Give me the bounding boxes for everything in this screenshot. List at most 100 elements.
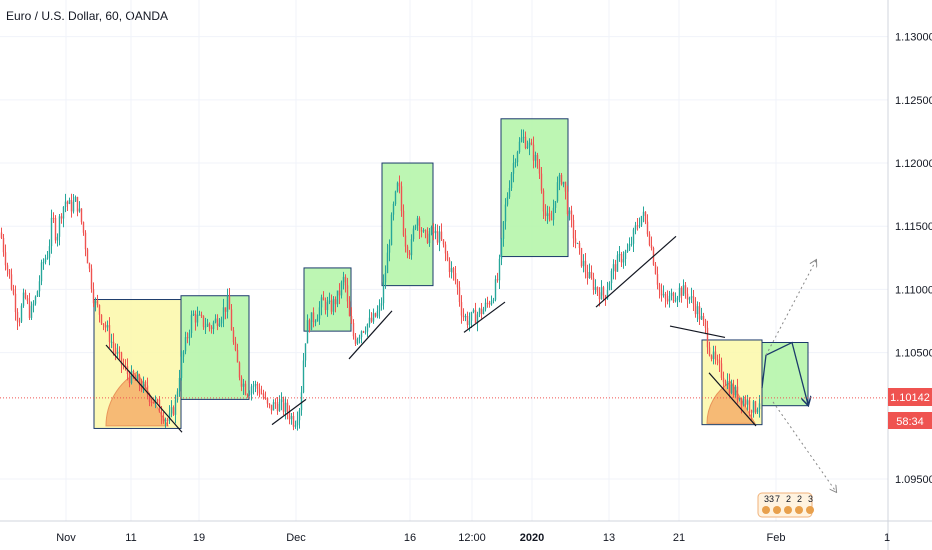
- candle-body: [566, 191, 569, 215]
- event-icon[interactable]: [795, 506, 803, 514]
- candle-body: [44, 258, 47, 263]
- event-icon[interactable]: [806, 506, 814, 514]
- candle-body: [130, 371, 133, 384]
- candle-body: [638, 225, 641, 227]
- candle-body: [692, 296, 695, 304]
- candle-body: [198, 314, 201, 316]
- candle-body: [438, 231, 441, 243]
- x-tick-label: Feb: [767, 532, 786, 544]
- candle-body: [520, 137, 523, 142]
- candle-body: [604, 295, 607, 299]
- candle-body: [202, 315, 205, 327]
- candle-body: [418, 218, 421, 231]
- candle-body: [118, 351, 121, 353]
- candle-body: [562, 181, 565, 185]
- candle-body: [266, 398, 269, 404]
- candle-body: [396, 182, 399, 192]
- candle-body: [214, 318, 217, 323]
- event-icon[interactable]: [773, 506, 781, 514]
- candle-body: [368, 317, 371, 325]
- candle-body: [254, 383, 257, 386]
- candle-body: [48, 246, 51, 258]
- candle-body: [756, 409, 759, 413]
- candle-body: [188, 333, 191, 339]
- candle-body: [0, 232, 3, 238]
- candle-body: [694, 303, 697, 315]
- candle-body: [658, 284, 661, 291]
- candle-body: [32, 303, 35, 306]
- candle-body: [212, 322, 215, 329]
- candle-body: [538, 166, 541, 174]
- candle-body: [596, 287, 599, 293]
- y-axis[interactable]: 1.13000 1.12500 1.12000 1.11500 1.11000 1.105…: [895, 32, 932, 486]
- candle-body: [30, 305, 33, 318]
- event-icon[interactable]: [784, 506, 792, 514]
- candle-body: [696, 306, 699, 315]
- candle-body: [594, 287, 597, 291]
- candle-body: [750, 410, 753, 413]
- candle-body: [480, 308, 483, 314]
- candle-body: [136, 375, 139, 381]
- candle-body: [492, 299, 495, 302]
- candle-body: [496, 279, 499, 281]
- candle-body: [476, 314, 479, 323]
- trendlines: [105, 235, 757, 433]
- trendline-1: [271, 398, 307, 426]
- candle-body: [664, 293, 667, 299]
- candle-body: [182, 351, 185, 357]
- trendline-0: [105, 344, 183, 433]
- candle-body: [672, 292, 675, 302]
- candle-body: [256, 383, 259, 389]
- candle-body: [252, 385, 255, 387]
- candle-body: [642, 211, 645, 216]
- candle-body: [180, 356, 183, 379]
- candle-body: [138, 375, 141, 386]
- events-badge[interactable]: 33 7 2 2 3: [757, 492, 814, 518]
- trendline-6: [708, 372, 757, 427]
- candle-body: [6, 265, 9, 270]
- y-tick-label: 1.10500: [895, 348, 932, 360]
- candle-body: [54, 218, 57, 241]
- candle-body: [674, 300, 677, 302]
- candle-body: [616, 255, 619, 272]
- candle-body: [172, 407, 175, 415]
- x-tick-label: 16: [404, 532, 416, 544]
- candle-body: [712, 351, 715, 359]
- candle-body: [76, 196, 79, 212]
- candle-body: [634, 225, 637, 230]
- candle-body: [522, 136, 525, 138]
- candle-body: [60, 216, 63, 219]
- candle-body: [656, 274, 659, 285]
- candle-body: [578, 243, 581, 249]
- candle-body: [150, 401, 153, 403]
- candle-body: [250, 386, 253, 394]
- candle-body: [90, 268, 93, 290]
- candle-body: [328, 300, 331, 303]
- candle-body: [344, 276, 347, 286]
- candle-body: [408, 252, 411, 256]
- x-axis[interactable]: Nov 11 19 Dec 16 12:00 2020 13 21 Feb 1: [56, 532, 890, 544]
- candle-body: [216, 318, 219, 327]
- candle-body: [358, 337, 361, 340]
- candle-body: [450, 268, 453, 272]
- candle-body: [436, 230, 439, 243]
- candle-body: [488, 302, 491, 305]
- candle-body: [526, 146, 529, 149]
- green-zone-6: [761, 342, 809, 407]
- candle-body: [374, 313, 377, 317]
- candle-body: [236, 350, 239, 363]
- candle-body: [132, 371, 135, 378]
- candle-body: [508, 188, 511, 197]
- candle-body: [464, 315, 467, 318]
- candle-body: [660, 290, 663, 296]
- price-badge-bg: [888, 388, 932, 406]
- candle-body: [52, 217, 55, 219]
- candle-body: [708, 347, 711, 356]
- candle-body: [678, 287, 681, 298]
- event-count: 2: [786, 494, 791, 504]
- event-icon[interactable]: [762, 506, 770, 514]
- candle-body: [12, 289, 15, 294]
- candle-body: [440, 231, 443, 240]
- candle-body: [666, 298, 669, 302]
